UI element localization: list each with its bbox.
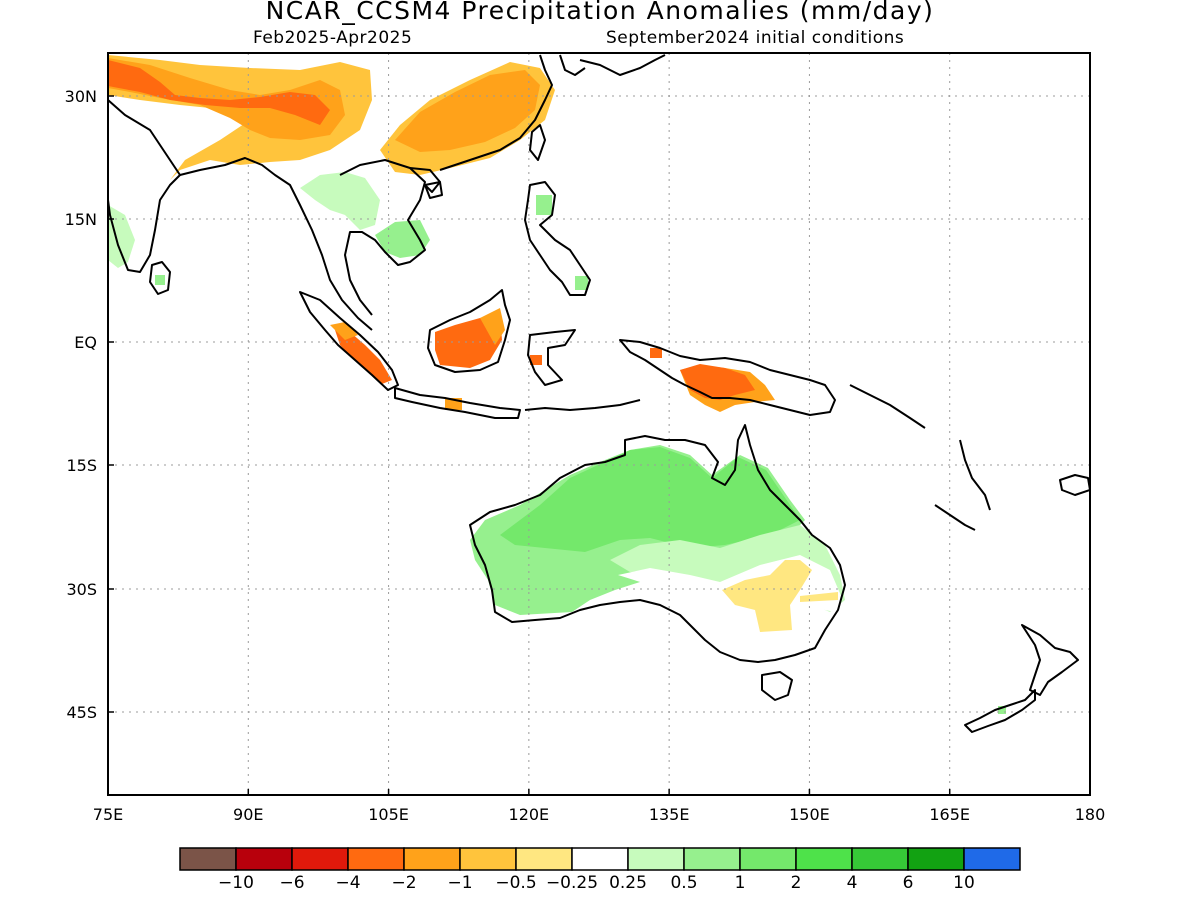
vanuatu-coast	[959, 439, 991, 511]
new-guinea-coast	[619, 339, 836, 416]
sulawesi-dry-patch	[530, 355, 542, 365]
colorbar-swatch	[179, 847, 237, 871]
australia-strong-wet-region	[500, 447, 800, 552]
borneo-dry-edge	[480, 308, 505, 345]
japan-coast	[579, 54, 666, 76]
graticule	[108, 53, 1090, 795]
colorbar-swatch	[291, 847, 349, 871]
longitude-label: 90E	[233, 805, 263, 824]
borneo-dry-region	[435, 315, 502, 368]
india-wet-region	[108, 205, 135, 268]
java-coast	[394, 387, 521, 419]
colorbar-swatch	[459, 847, 517, 871]
colorbar-label: −2	[391, 873, 416, 893]
southeast-australia-dry-region	[722, 560, 812, 632]
sumatra-dry-region	[335, 330, 392, 384]
colorbar-label: 0.5	[670, 873, 697, 893]
borneo-coast	[427, 289, 511, 373]
australia-coast	[469, 424, 846, 663]
hainan-coast	[424, 181, 443, 199]
init-conditions-label: September2024 initial conditions	[606, 28, 905, 48]
longitude-label: 120E	[509, 805, 550, 824]
colorbar-label: 6	[903, 873, 914, 893]
longitude-labels: 75E 90E 105E 120E 135E 150E 165E 180	[93, 789, 1106, 824]
colorbar-label: 10	[953, 873, 975, 893]
colorbar-swatch	[627, 847, 685, 871]
sri-lanka-wet-patch	[155, 275, 165, 285]
longitude-label: 180	[1075, 805, 1106, 824]
colorbar-swatch	[739, 847, 797, 871]
colorbar-label: −0.5	[495, 873, 536, 893]
colorbar-swatch	[571, 847, 629, 871]
colorbar-swatch	[795, 847, 853, 871]
latitude-label: 30N	[65, 87, 97, 106]
colorbar-label: −10	[218, 873, 254, 893]
indochina-wet-region	[300, 172, 380, 230]
colorbar-label: 2	[791, 873, 802, 893]
colorbar-swatch	[403, 847, 461, 871]
colorbar-swatch	[515, 847, 573, 871]
solomon-islands-coast	[849, 384, 926, 429]
colorbar-swatch	[347, 847, 405, 871]
taiwan-coast	[529, 124, 546, 161]
anomaly-fields	[108, 55, 1006, 714]
colorbar-swatch	[235, 847, 293, 871]
philippines-wet-patch	[536, 195, 552, 215]
mindanao-wet-patch	[575, 276, 588, 290]
colorbar-label: 0.25	[609, 873, 647, 893]
tibet-dry-core	[108, 58, 345, 140]
fiji-coast	[1059, 474, 1090, 496]
south-china-dry-core	[395, 70, 540, 152]
halmahera-dry-patch	[650, 348, 662, 358]
colorbar-label: −0.25	[546, 873, 598, 893]
longitude-label: 135E	[649, 805, 690, 824]
latitude-label: 30S	[66, 580, 97, 599]
lesser-sunda-coast	[524, 399, 641, 411]
longitude-label: 75E	[93, 805, 123, 824]
sumatra-dry-edge	[330, 322, 358, 340]
bay-of-bengal-coast	[179, 157, 373, 331]
colorbar-label: 4	[847, 873, 858, 893]
plot-frame	[107, 52, 1091, 796]
sumatra-coast	[299, 291, 399, 391]
philippines-coast	[524, 181, 591, 296]
sri-lanka-coast	[149, 261, 171, 295]
longitude-label: 105E	[368, 805, 409, 824]
colorbar-label: −1	[447, 873, 472, 893]
colorbar-swatch	[907, 847, 965, 871]
new-zealand-north-coast	[1021, 624, 1079, 696]
longitude-label: 150E	[789, 805, 830, 824]
colorbar: −10 −6 −4 −2 −1 −0.5 −0.25 0.25 0.5 1 2 4 6 10	[179, 847, 1021, 893]
colorbar-label: −4	[335, 873, 360, 893]
longitude-label: 165E	[929, 805, 970, 824]
colorbar-swatch	[851, 847, 909, 871]
new-caledonia-coast	[934, 504, 976, 531]
latitude-label: 45S	[66, 703, 97, 722]
colorbar-swatch	[963, 847, 1021, 871]
colorbar-swatch	[683, 847, 741, 871]
new-zealand-south-coast	[964, 689, 1036, 733]
china-east-coast	[439, 54, 553, 171]
latitude-label: EQ	[74, 333, 97, 352]
tasmania-coast	[761, 671, 793, 701]
sulawesi-coast	[527, 329, 576, 386]
south-asia-coast	[108, 99, 181, 273]
map-title: NCAR_CCSM4 Precipitation Anomalies (mm/d…	[265, 0, 935, 25]
latitude-label: 15N	[65, 210, 97, 229]
colorbar-label: −6	[279, 873, 304, 893]
season-label: Feb2025-Apr2025	[253, 28, 413, 48]
latitude-labels: 30N 15N EQ 15S 30S 45S	[65, 87, 114, 722]
colorbar-label: 1	[735, 873, 746, 893]
coastlines	[108, 54, 1090, 733]
tibet-strong-dry-core	[108, 60, 330, 125]
korea-coast	[559, 54, 586, 76]
latitude-label: 15S	[66, 456, 97, 475]
